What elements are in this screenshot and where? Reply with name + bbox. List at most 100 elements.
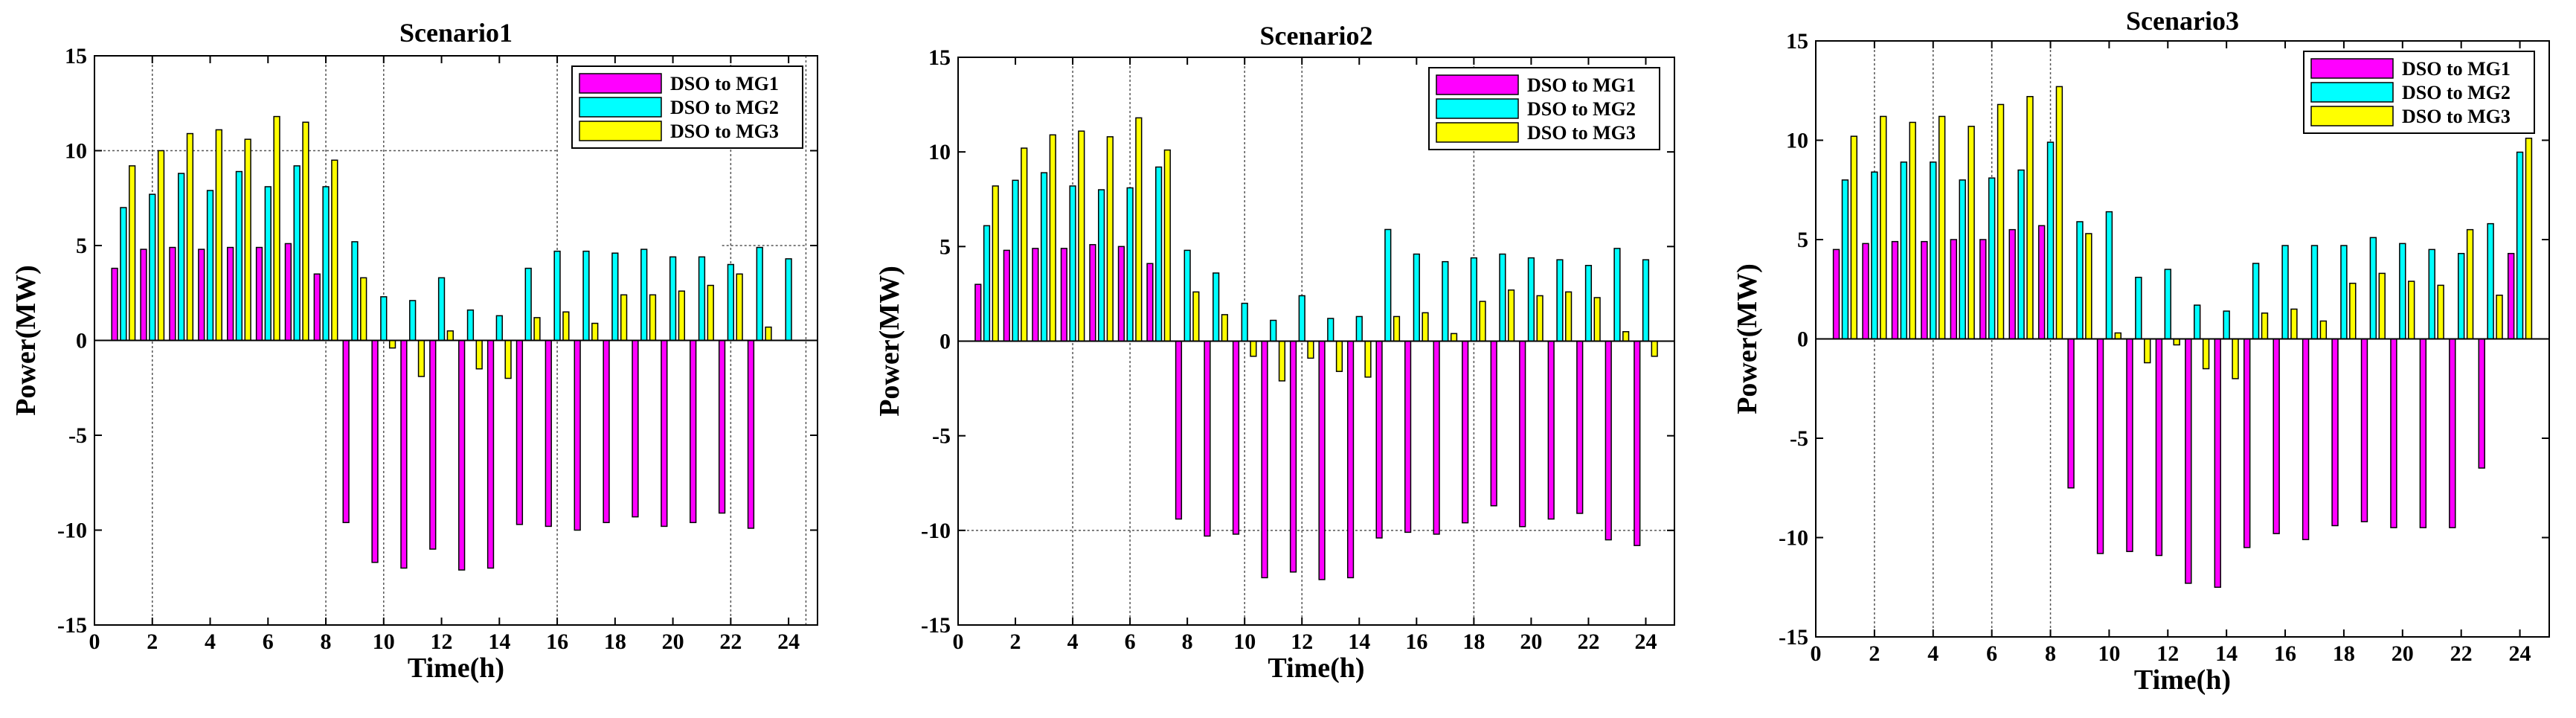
bar-dso-to-mg2-t4: [1069, 185, 1076, 342]
bar-dso-to-mg1-t15: [1375, 340, 1383, 539]
legend-label: DSO to MG3: [1527, 122, 1636, 144]
bar-dso-to-mg2-t16: [553, 250, 561, 342]
bar-dso-to-mg2-t6: [1126, 187, 1134, 342]
bar-dso-to-mg2-t1: [120, 207, 127, 342]
legend-label: DSO to MG3: [2402, 106, 2511, 127]
bar-dso-to-mg1-t22: [1576, 340, 1584, 514]
bar-dso-to-mg3-t14: [2232, 338, 2239, 379]
legend-label: DSO to MG1: [2402, 58, 2511, 80]
bar-dso-to-mg1-t20: [661, 339, 668, 528]
bar-dso-to-mg3-t21: [1565, 291, 1573, 342]
legend-label: DSO to MG1: [1527, 74, 1636, 96]
bar-dso-to-mg1-t12: [2155, 338, 2163, 557]
bar-dso-to-mg2-t13: [1327, 318, 1334, 342]
bar-dso-to-mg3-t13: [475, 339, 483, 370]
bar-dso-to-mg3-t17: [591, 322, 599, 342]
bar-dso-to-mg1-t10: [1232, 340, 1240, 535]
y-axis-label: Power(MW): [1732, 263, 1763, 414]
bar-dso-to-mg1-t2: [1003, 249, 1010, 342]
bar-dso-to-mg2-t20: [1527, 257, 1535, 342]
x-tick-label: 0: [89, 629, 100, 654]
bar-dso-to-mg2-t21: [1556, 259, 1564, 342]
x-tick-label: 18: [1462, 629, 1485, 654]
bar-dso-to-mg3-t10: [388, 339, 396, 349]
bar-dso-to-mg2-t24: [2516, 151, 2524, 340]
bar-dso-to-mg2-t24: [1642, 259, 1650, 342]
bar-dso-to-mg3-t16: [562, 311, 570, 342]
bar-dso-to-mg3-t18: [1479, 301, 1486, 342]
x-axis-label: Time(h): [2134, 664, 2231, 696]
bar-dso-to-mg2-t17: [2310, 245, 2319, 340]
x-axis-label: Time(h): [408, 653, 504, 684]
bar-dso-to-mg1-t4: [198, 249, 205, 342]
x-tick-label: 6: [1986, 641, 1997, 666]
x-tick-label: 16: [546, 629, 568, 654]
bar-dso-to-mg2-t21: [2428, 249, 2435, 340]
bar-dso-to-mg1-t7: [1146, 263, 1154, 342]
bar-dso-to-mg1-t1: [974, 283, 982, 342]
bar-dso-to-mg2-t3: [1040, 172, 1048, 342]
bar-dso-to-mg3-t12: [2173, 338, 2180, 346]
bar-dso-to-mg2-t8: [2046, 141, 2055, 340]
bar-dso-to-mg2-t3: [178, 173, 185, 342]
y-tick-label: 10: [928, 140, 951, 164]
bar-dso-to-mg1-t6: [1979, 239, 1987, 340]
legend-swatch: [2310, 58, 2394, 79]
bar-dso-to-mg1-t21: [1547, 340, 1555, 520]
bar-dso-to-mg2-t2: [1871, 171, 1878, 340]
bar-dso-to-mg2-t18: [2340, 245, 2348, 340]
bar-dso-to-mg2-t7: [2017, 169, 2025, 340]
x-tick-label: 12: [431, 629, 453, 654]
bar-dso-to-mg1-t12: [429, 339, 437, 550]
bar-dso-to-mg3-t4: [1938, 115, 1946, 340]
bar-dso-to-mg1-t16: [1404, 340, 1412, 533]
bar-dso-to-mg1-t14: [486, 339, 495, 569]
legend-swatch: [579, 121, 662, 141]
bar-dso-to-mg3-t3: [186, 132, 194, 342]
x-tick-label: 8: [321, 629, 332, 654]
bar-dso-to-mg1-t23: [1605, 340, 1612, 541]
bar-dso-to-mg1-t18: [2331, 338, 2339, 527]
legend-swatch: [579, 73, 662, 94]
bar-dso-to-mg3-t8: [331, 159, 338, 342]
bar-dso-to-mg1-t24: [1634, 340, 1641, 546]
bar-dso-to-mg1-t24: [2507, 252, 2515, 340]
bar-dso-to-mg3-t24: [2525, 138, 2533, 340]
bar-dso-to-mg3-t3: [1049, 134, 1056, 342]
bar-dso-to-mg3-t17: [1450, 333, 1458, 342]
bar-dso-to-mg1-t14: [1346, 340, 1355, 579]
bar-dso-to-mg3-t18: [620, 294, 628, 342]
bar-dso-to-mg3-t6: [273, 115, 280, 342]
bar-dso-to-mg3-t2: [157, 150, 165, 342]
x-tick-label: 6: [263, 629, 274, 654]
bar-dso-to-mg1-t16: [545, 339, 552, 528]
bar-dso-to-mg2-t12: [1298, 295, 1305, 342]
x-tick-label: 24: [777, 629, 800, 654]
bar-dso-to-mg2-t16: [2281, 245, 2289, 340]
x-tick-label: 14: [488, 629, 510, 654]
bar-dso-to-mg3-t13: [2202, 338, 2210, 370]
y-tick-label: 15: [65, 44, 87, 68]
bar-dso-to-mg1-t12: [1289, 340, 1297, 573]
legend-swatch: [1436, 74, 1519, 95]
bar-dso-to-mg1-t3: [1032, 248, 1039, 342]
bar-dso-to-mg3-t7: [302, 121, 309, 342]
y-tick-label: 10: [1786, 129, 1808, 153]
y-tick-label: 0: [939, 330, 951, 354]
bar-dso-to-mg2-t10: [2105, 211, 2113, 340]
x-tick-label: 12: [2156, 641, 2179, 666]
bar-dso-to-mg1-t9: [342, 339, 350, 524]
bar-dso-to-mg2-t21: [698, 256, 706, 342]
y-tick-label: 0: [1797, 327, 1808, 352]
legend-swatch: [2310, 106, 2394, 126]
bar-dso-to-mg3-t10: [1250, 340, 1257, 357]
bar-dso-to-mg1-t22: [718, 339, 726, 514]
x-tick-label: 20: [2392, 641, 2414, 666]
bar-dso-to-mg2-t6: [264, 186, 272, 342]
bar-dso-to-mg2-t22: [1584, 265, 1593, 342]
bar-dso-to-mg3-t22: [736, 273, 743, 342]
bar-dso-to-mg1-t4: [1921, 240, 1928, 340]
legend-label: DSO to MG3: [670, 121, 779, 142]
